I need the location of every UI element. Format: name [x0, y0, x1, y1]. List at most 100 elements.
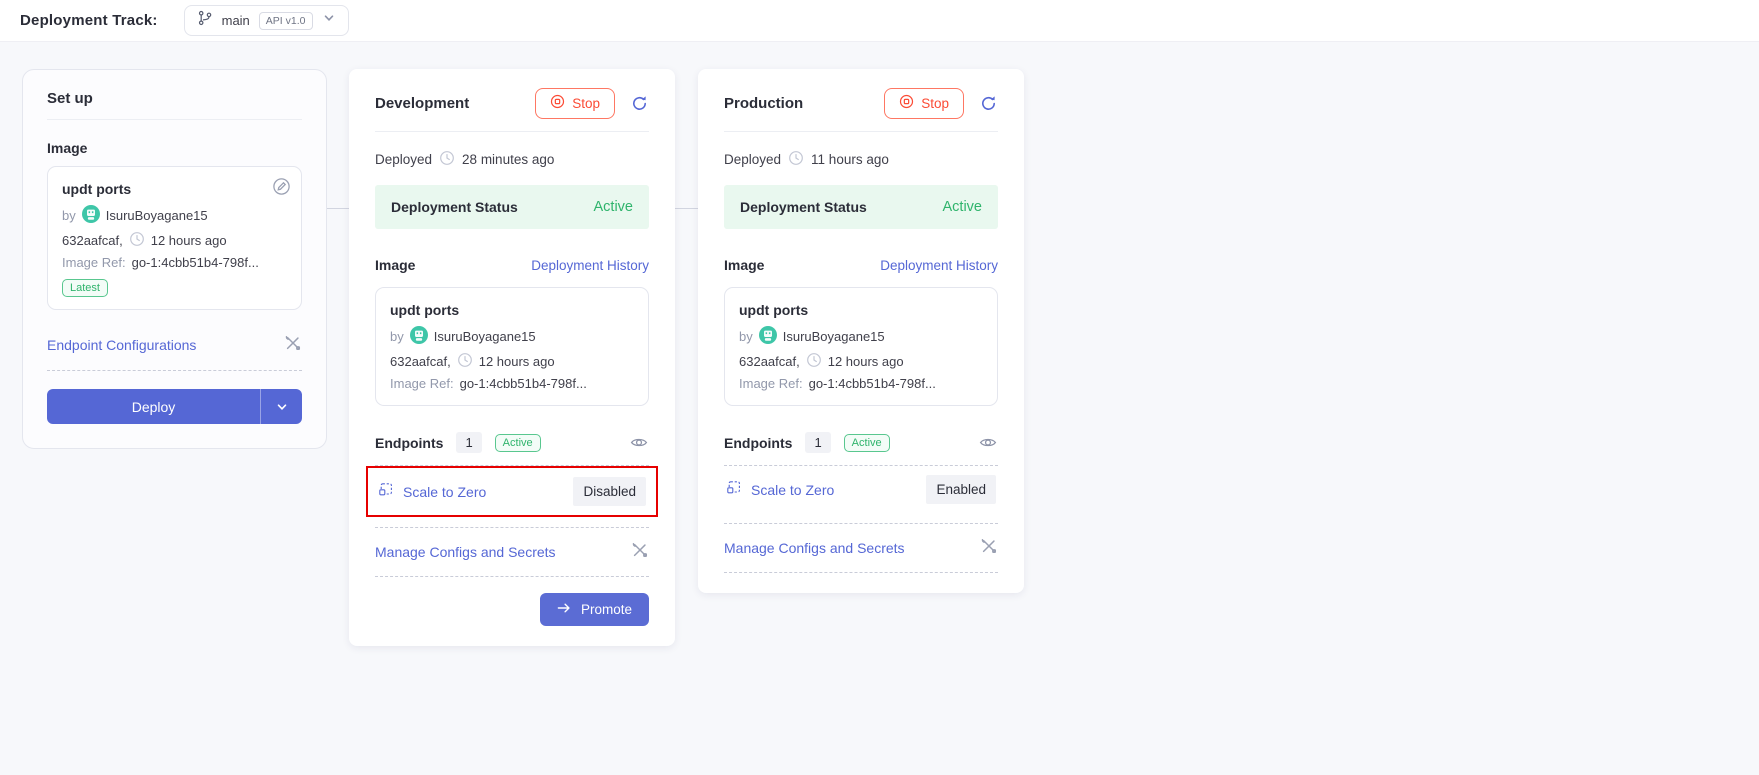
divider: [724, 131, 998, 132]
deployment-status-row: Deployment Status Active: [375, 185, 649, 229]
refresh-icon[interactable]: [630, 94, 649, 113]
top-bar: Deployment Track: main API v1.0: [0, 0, 1759, 42]
edit-commit-icon[interactable]: [272, 177, 291, 201]
by-label: by: [62, 208, 76, 223]
arrow-right-icon: [557, 602, 571, 617]
commit-time: 12 hours ago: [150, 233, 227, 248]
stop-button[interactable]: Stop: [884, 87, 964, 119]
divider: [375, 131, 649, 132]
observe-eye-icon[interactable]: [629, 434, 649, 451]
image-commit-row: 632aafcaf, 12 hours ago: [739, 352, 983, 371]
by-label: by: [739, 329, 753, 344]
clock-icon: [439, 150, 455, 169]
refresh-icon[interactable]: [979, 94, 998, 113]
image-ref-value: go-1:4cbb51b4-798f...: [459, 376, 587, 391]
endpoint-configurations-row: Endpoint Configurations: [47, 332, 302, 358]
scale-to-zero-state: Disabled: [573, 477, 646, 506]
deployment-status-row: Deployment Status Active: [724, 185, 998, 229]
image-ref-row: Image Ref: go-1:4cbb51b4-798f...: [739, 376, 983, 391]
clock-icon: [806, 352, 822, 371]
endpoints-row: Endpoints 1 Active: [375, 432, 649, 453]
scale-to-zero-row-highlighted: Scale to Zero Disabled: [366, 466, 658, 517]
environment-title: Development: [375, 94, 470, 112]
image-section-row: Image Deployment History: [724, 255, 998, 275]
deployed-time: 28 minutes ago: [462, 152, 555, 167]
production-card: Production Stop Deployed: [698, 69, 1024, 593]
image-commit-row: 632aafcaf, 12 hours ago: [390, 352, 634, 371]
promote-row: Promote: [375, 593, 649, 626]
observe-eye-icon[interactable]: [978, 434, 998, 451]
dashed-divider: [375, 465, 649, 466]
image-ref-label: Image Ref:: [739, 376, 803, 391]
image-ref-label: Image Ref:: [62, 255, 126, 270]
configure-tools-icon[interactable]: [631, 541, 649, 564]
image-author-row: by IsuruBoyagane15: [62, 205, 287, 226]
deployment-status-value: Active: [593, 199, 634, 215]
deployment-track-select[interactable]: main API v1.0: [183, 5, 349, 36]
scale-to-zero-row: Scale to Zero Enabled: [724, 466, 998, 513]
production-header: Production Stop: [724, 87, 998, 119]
endpoints-label: Endpoints: [724, 434, 793, 451]
pipeline-connector-dev-prod: [675, 208, 698, 209]
image-name: updt ports: [62, 181, 132, 197]
commit-hash: 632aafcaf,: [739, 354, 800, 369]
endpoints-active-badge: Active: [843, 433, 890, 452]
pipeline-connector-setup-dev: [327, 208, 349, 209]
deployment-history-link[interactable]: Deployment History: [880, 257, 998, 273]
image-ref-row: Image Ref: go-1:4cbb51b4-798f...: [390, 376, 634, 391]
promote-button[interactable]: Promote: [539, 593, 649, 626]
manage-configs-link[interactable]: Manage Configs and Secrets: [375, 544, 556, 560]
author-avatar: [409, 326, 428, 347]
clock-icon: [129, 231, 145, 250]
divider: [47, 119, 302, 120]
image-ref-value: go-1:4cbb51b4-798f...: [131, 255, 259, 270]
deployment-status-value: Active: [942, 199, 983, 215]
configure-tools-icon[interactable]: [284, 334, 302, 357]
branch-name: main: [221, 13, 250, 28]
commit-time: 12 hours ago: [827, 354, 904, 369]
git-branch-icon: [197, 10, 213, 31]
scale-to-zero-link[interactable]: Scale to Zero: [378, 481, 486, 502]
dashed-divider: [375, 527, 649, 528]
deployment-pipeline: Set up Image updt ports by IsuruBoyagane…: [22, 69, 1024, 646]
dashed-divider: [724, 523, 998, 524]
development-card: Development Stop Deployed: [349, 69, 675, 646]
manage-configs-link[interactable]: Manage Configs and Secrets: [724, 540, 905, 556]
image-author-row: by IsuruBoyagane15: [390, 326, 634, 347]
endpoints-count-chip: 1: [805, 432, 831, 453]
deploy-options-caret[interactable]: [260, 389, 302, 424]
clock-icon: [457, 352, 473, 371]
commit-hash: 632aafcaf,: [62, 233, 123, 248]
image-ref-row: Image Ref: go-1:4cbb51b4-798f...: [62, 255, 287, 270]
endpoint-configurations-link[interactable]: Endpoint Configurations: [47, 337, 197, 353]
deploy-button[interactable]: Deploy: [131, 398, 176, 415]
scale-to-zero-icon: [378, 481, 394, 502]
deploy-split-button: Deploy: [47, 389, 302, 424]
scale-to-zero-link[interactable]: Scale to Zero: [726, 479, 834, 500]
endpoints-active-badge: Active: [494, 433, 541, 452]
environment-title: Production: [724, 94, 804, 112]
author-avatar: [81, 205, 100, 226]
clock-icon: [788, 150, 804, 169]
endpoints-label: Endpoints: [375, 434, 444, 451]
development-image-card: updt ports by IsuruBoyagane15 632aafcaf,…: [375, 287, 649, 406]
configure-tools-icon[interactable]: [980, 537, 998, 560]
image-commit-row: 632aafcaf, 12 hours ago: [62, 231, 287, 250]
deployed-row: Deployed 11 hours ago: [724, 150, 998, 169]
setup-card-title: Set up: [47, 90, 93, 107]
deployment-status-label: Deployment Status: [740, 199, 867, 215]
endpoints-row: Endpoints 1 Active: [724, 432, 998, 453]
deployment-track-label: Deployment Track:: [20, 12, 158, 29]
deployment-history-link[interactable]: Deployment History: [531, 257, 649, 273]
image-section-label: Image: [47, 140, 88, 156]
stop-button[interactable]: Stop: [535, 87, 615, 119]
latest-badge: Latest: [62, 279, 108, 297]
by-label: by: [390, 329, 404, 344]
deployed-row: Deployed 28 minutes ago: [375, 150, 649, 169]
scale-to-zero-label[interactable]: Scale to Zero: [403, 483, 487, 500]
scale-to-zero-label[interactable]: Scale to Zero: [751, 481, 835, 498]
stop-icon: [899, 94, 914, 112]
image-section-row: Image Deployment History: [375, 255, 649, 275]
manage-configs-row: Manage Configs and Secrets: [724, 524, 998, 572]
image-name: updt ports: [390, 302, 460, 318]
